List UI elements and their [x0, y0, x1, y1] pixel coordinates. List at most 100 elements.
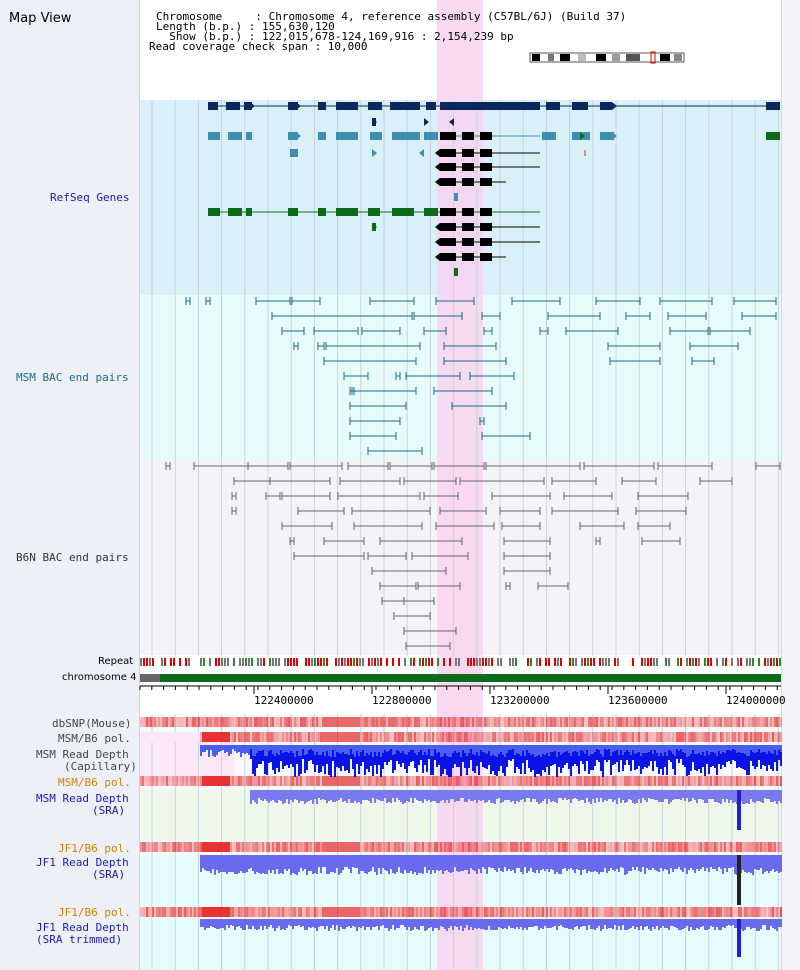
msm-capillary-depth-bar	[618, 745, 620, 772]
msm-pol-mark	[436, 732, 438, 742]
chromosome-bar	[160, 674, 781, 682]
vertical-scroll-area[interactable]	[781, 0, 800, 970]
msm-sra-depth-bar	[290, 790, 292, 800]
repeat-mark	[548, 658, 550, 666]
jf1-pol2-mark	[578, 907, 580, 917]
jf1-sra-depth-bar	[208, 855, 210, 871]
msm-pol2-mark	[658, 776, 660, 786]
jf1-pol2-mark	[630, 907, 632, 917]
jf1-pol-mark	[578, 842, 580, 852]
dbsnp-mark	[766, 717, 768, 727]
msm-capillary-depth-bar	[772, 745, 774, 754]
msm-pol-mark	[484, 732, 486, 742]
gene-arrow	[580, 132, 585, 140]
msm-sra-depth-bar	[658, 790, 660, 802]
msm-capillary-depth-bar	[300, 745, 302, 774]
jf1-pol2-mark	[444, 907, 446, 917]
ideogram-band	[626, 54, 640, 61]
msm-pol-mark	[444, 732, 446, 742]
jf1-pol2-mark	[182, 907, 184, 917]
msm-capillary-depth-bar	[280, 745, 282, 750]
jf1-trim-depth-bar	[430, 919, 432, 927]
jf1-sra-depth-bar	[478, 855, 480, 869]
jf1-pol2-mark	[714, 907, 716, 917]
jf1-trim-depth-bar	[520, 919, 522, 927]
jf1-trim-depth-bar	[414, 919, 416, 927]
msm-capillary-depth-bar	[698, 745, 700, 769]
jf1-sra-depth-bar	[710, 855, 712, 867]
msm-sra-depth-bar	[354, 790, 356, 801]
jf1-pol-mark	[258, 842, 260, 852]
jf1-pol2-mark	[504, 907, 506, 917]
msm-sra-depth-bar	[388, 790, 390, 802]
msm-pol2-mark	[312, 776, 314, 786]
gene-exon	[462, 178, 474, 186]
track-label-refseq[interactable]: RefSeq Genes	[50, 191, 130, 204]
msm-capillary-depth-bar	[512, 745, 514, 749]
msm-sra-depth-bar	[408, 790, 410, 802]
msm-capillary-depth-bar	[764, 745, 766, 766]
repeat-mark	[527, 658, 529, 666]
jf1-pol2-mark	[288, 907, 290, 917]
msm-capillary-depth-bar	[270, 745, 272, 750]
msm-sra-depth-bar	[522, 790, 524, 799]
jf1-pol2-mark	[174, 907, 176, 917]
jf1-pol-mark	[760, 842, 762, 852]
track-label-b6n-bac[interactable]: B6N BAC end pairs	[16, 551, 129, 564]
msm-capillary-depth-bar	[558, 745, 560, 752]
gene-exon	[480, 238, 492, 246]
msm-capillary-depth-bar	[448, 745, 450, 777]
msm-sra-depth-bar	[282, 790, 284, 804]
msm-pol2-mark	[244, 776, 246, 786]
msm-capillary-depth-bar	[546, 745, 548, 753]
jf1-pol-mark	[538, 842, 540, 852]
gene-exon	[426, 102, 436, 110]
msm-sra-depth-bar	[428, 790, 430, 800]
jf1-sra-depth-bar	[626, 855, 628, 874]
msm-pol2-mark	[352, 776, 354, 786]
repeat-mark	[653, 658, 655, 666]
gene-arrow	[435, 178, 440, 186]
msm-pol-mark	[712, 732, 714, 742]
track-label-msm-bac[interactable]: MSM BAC end pairs	[16, 371, 129, 384]
msm-sra-depth-bar	[328, 790, 330, 801]
jf1-sra-depth-bar	[652, 855, 654, 868]
msm-pol-mark	[374, 732, 376, 742]
msm-capillary-depth-bar	[544, 745, 546, 772]
msm-pol-mark	[252, 732, 254, 742]
jf1-sra-depth-bar	[668, 855, 670, 874]
jf1-pol2-mark	[590, 907, 592, 917]
jf1-pol2-mark	[648, 907, 650, 917]
dbsnp-mark	[692, 717, 694, 727]
msm-pol2-mark	[666, 776, 668, 786]
jf1-trim-depth-bar	[494, 919, 496, 930]
jf1-trim-depth-bar	[328, 919, 330, 931]
jf1-pol2-mark	[280, 907, 282, 917]
msm-capillary-depth-bar	[286, 745, 288, 752]
msm-sra-depth-bar	[742, 790, 744, 804]
msm-pol-mark	[610, 732, 612, 742]
jf1-pol2-mark	[562, 907, 564, 917]
jf1-pol-mark	[444, 842, 446, 852]
jf1-pol2-mark	[514, 907, 516, 917]
jf1-trim-depth-bar	[606, 919, 608, 929]
dbsnp-mark	[394, 717, 396, 727]
msm-capillary-depth-bar	[560, 745, 562, 755]
jf1-trim-depth-bar	[402, 919, 404, 925]
msm-pol2-mark	[434, 776, 436, 786]
jf1-pol-mark	[272, 842, 274, 852]
msm-pol2-mark	[180, 776, 182, 786]
jf1-pol-mark	[350, 842, 352, 852]
jf1-sra-depth-bar	[370, 855, 372, 871]
msm-pol2-mark	[240, 776, 242, 786]
dbsnp-mark	[524, 717, 526, 727]
jf1-trim-depth-bar	[554, 919, 556, 926]
msm-capillary-depth-bar	[394, 745, 396, 754]
ideogram-band	[660, 54, 670, 61]
msm-pol-mark	[258, 732, 260, 742]
dbsnp-mark	[620, 717, 622, 727]
msm-capillary-depth-bar	[470, 745, 472, 760]
jf1-pol2-mark	[260, 907, 262, 917]
jf1-pol-mark	[274, 842, 276, 852]
